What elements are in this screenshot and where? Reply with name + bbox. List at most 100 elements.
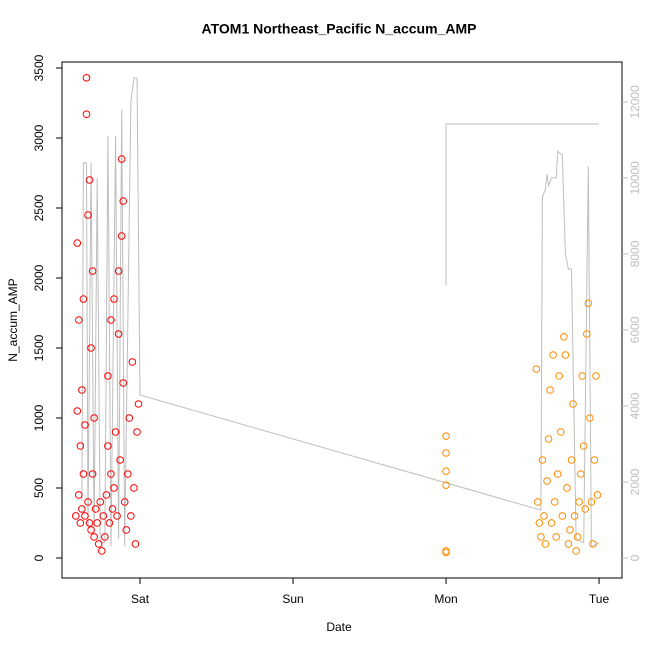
data-point — [85, 176, 94, 184]
data-point — [442, 481, 450, 489]
data-point — [570, 512, 579, 520]
y-tick-label: 0 — [32, 554, 46, 561]
data-point — [101, 533, 109, 541]
data-point — [534, 498, 542, 506]
x-tick-label: Tue — [589, 592, 610, 606]
data-point — [82, 110, 91, 119]
data-point — [586, 414, 594, 422]
data-point — [552, 533, 561, 541]
data-point — [105, 519, 114, 527]
data-point — [84, 498, 92, 506]
data-point — [133, 428, 141, 436]
data-point — [84, 211, 92, 219]
data-point — [120, 498, 129, 506]
y-tick-label: 2000 — [32, 264, 46, 291]
data-point — [79, 295, 88, 303]
data-point — [104, 442, 112, 450]
data-point — [134, 400, 143, 408]
data-point — [88, 267, 97, 275]
data-point — [94, 540, 103, 548]
data-point — [442, 467, 450, 475]
data-point — [107, 316, 115, 324]
data-point — [537, 533, 545, 541]
data-point — [81, 421, 89, 429]
data-point — [110, 484, 118, 492]
data-point — [108, 505, 117, 513]
data-point — [79, 470, 88, 478]
data-point — [75, 316, 83, 324]
data-point — [130, 484, 138, 492]
y-axis-label: N_accum_AMP — [6, 278, 20, 361]
data-point — [590, 456, 599, 464]
data-point — [96, 498, 105, 506]
y2-tick-label: 8000 — [628, 240, 642, 267]
data-point — [541, 540, 550, 548]
data-point — [99, 512, 108, 520]
data-point — [119, 197, 128, 205]
data-point — [76, 442, 85, 450]
data-point — [125, 414, 134, 422]
data-point — [442, 449, 450, 457]
data-point — [558, 512, 567, 520]
data-point — [575, 498, 583, 506]
data-point — [584, 299, 593, 308]
data-point — [540, 512, 548, 520]
data-point — [114, 330, 123, 338]
data-point — [544, 435, 553, 443]
data-point — [561, 351, 570, 359]
data-point — [111, 428, 120, 436]
data-point — [76, 519, 85, 527]
y-tick-label: 3500 — [32, 54, 46, 81]
data-point — [587, 498, 596, 506]
data-point — [578, 372, 587, 380]
data-point — [553, 470, 562, 478]
data-point — [566, 526, 574, 534]
data-point — [564, 540, 573, 548]
data-point — [572, 547, 580, 555]
y2-tick-label: 12000 — [628, 85, 642, 119]
y2-tick-label: 0 — [628, 554, 642, 561]
data-point — [592, 372, 600, 380]
data-point — [579, 442, 588, 450]
x-tick-label: Mon — [434, 592, 457, 606]
data-point — [102, 491, 111, 499]
data-point — [560, 332, 568, 341]
data-point — [128, 358, 137, 366]
data-point — [90, 414, 98, 422]
data-point — [73, 239, 82, 247]
data-point — [81, 512, 89, 520]
data-point — [563, 484, 571, 492]
data-point — [104, 372, 112, 380]
y2-tick-label: 6000 — [628, 316, 642, 343]
data-point — [93, 519, 101, 527]
data-point — [122, 526, 131, 534]
data-point — [113, 512, 121, 520]
data-point — [87, 344, 95, 352]
data-point — [550, 498, 559, 506]
data-point — [87, 526, 95, 534]
data-point — [583, 330, 591, 338]
data-point — [569, 400, 577, 408]
data-point — [117, 232, 126, 240]
data-point — [114, 267, 123, 275]
data-point — [85, 519, 94, 527]
data-point — [573, 533, 582, 541]
data-point — [91, 505, 100, 513]
data-point — [589, 540, 597, 548]
y-tick-label: 1000 — [32, 404, 46, 431]
data-point — [442, 432, 450, 440]
data-point — [547, 519, 556, 527]
data-point — [593, 491, 602, 499]
y-tick-label: 500 — [32, 478, 46, 498]
data-point — [78, 505, 86, 513]
data-point — [543, 477, 551, 485]
data-point — [110, 295, 118, 303]
x-axis-label: Date — [326, 620, 352, 634]
data-point — [581, 505, 590, 513]
data-point — [117, 155, 126, 163]
data-point — [442, 547, 450, 555]
data-point — [556, 428, 565, 436]
data-point — [576, 470, 585, 478]
data-point — [546, 386, 554, 394]
